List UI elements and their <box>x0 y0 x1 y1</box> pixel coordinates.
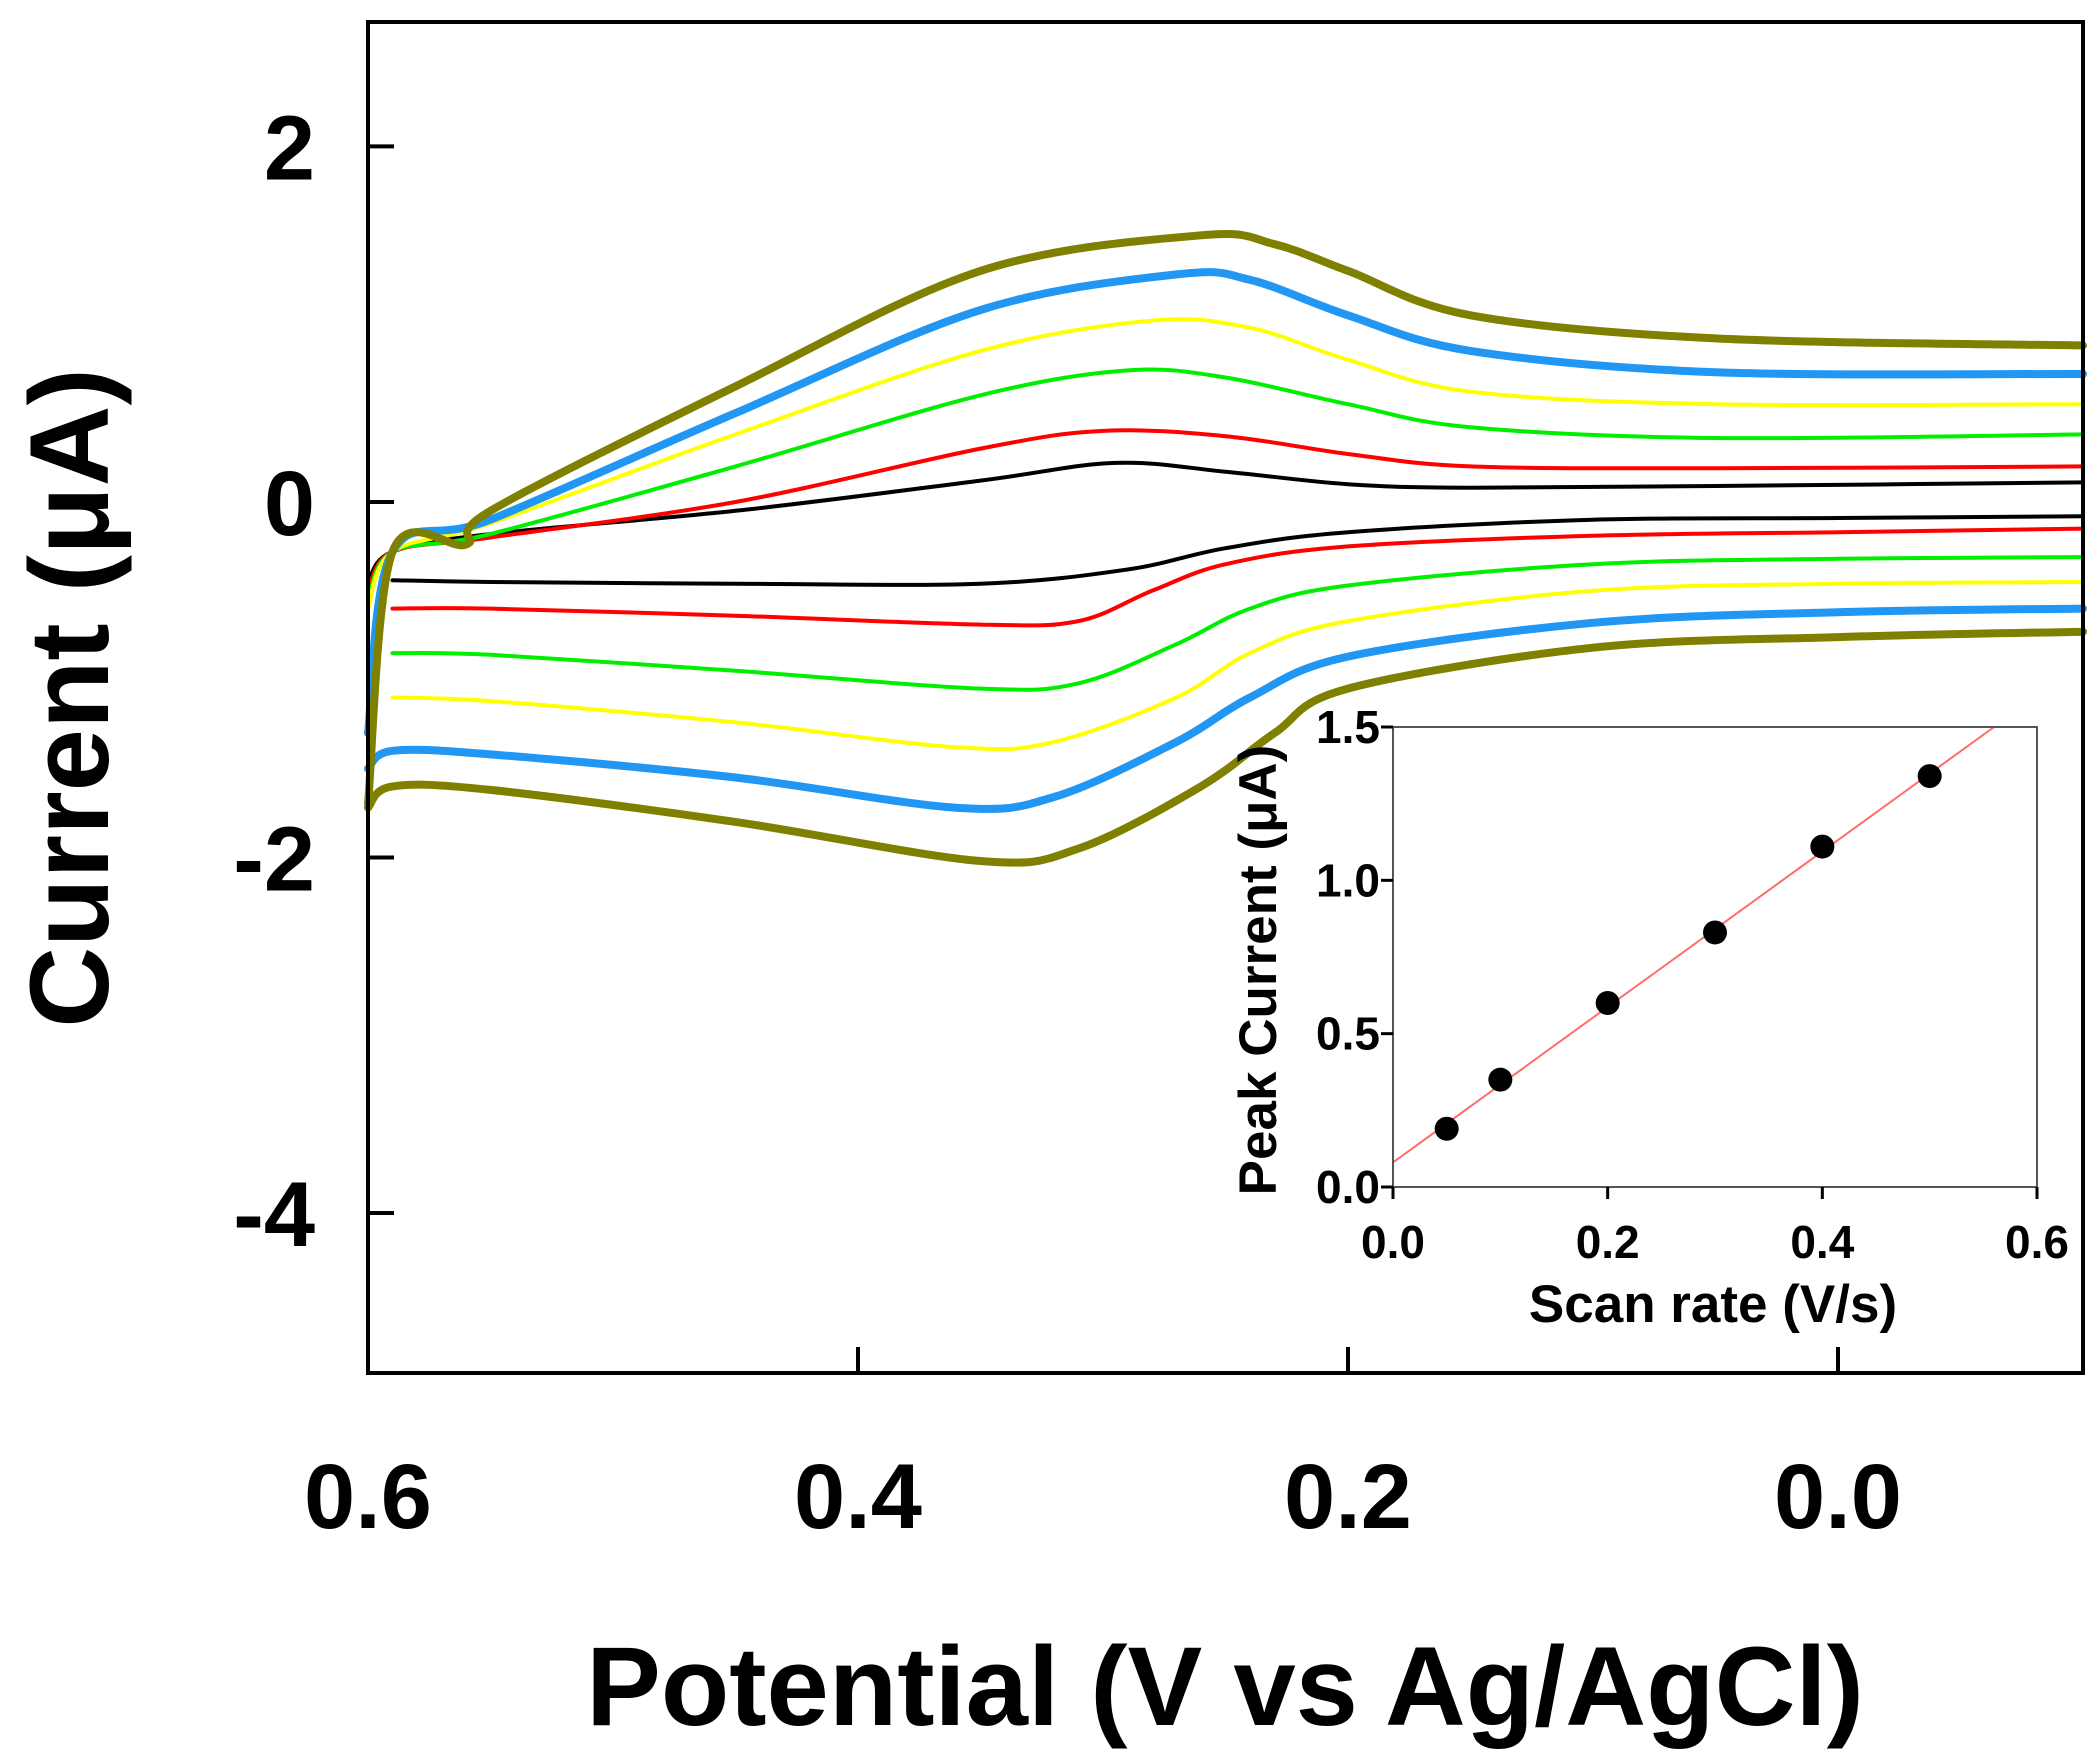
inset-x-tick-label: 0.4 <box>1790 1216 1854 1268</box>
inset-x-tick-label: 0.6 <box>2005 1216 2069 1268</box>
main-x-tick-labels: 0.6 0.4 0.2 0.0 <box>304 1446 1902 1548</box>
main-x-tick-label: 0.0 <box>1774 1446 1902 1548</box>
inset-data-point <box>1488 1067 1513 1092</box>
inset-data-point <box>1703 920 1727 945</box>
main-y-axis-title: Current (μA) <box>7 368 132 1028</box>
main-y-tick-labels: 2 0 -2 -4 <box>233 97 315 1266</box>
inset-data-point <box>1434 1116 1459 1141</box>
curve-2-anodic-sweep <box>366 428 2085 593</box>
inset-data-point <box>1595 991 1620 1015</box>
curve-5-cathodic-sweep <box>364 604 2087 813</box>
inset-x-tick-labels: 0.0 0.2 0.4 0.6 <box>1361 1216 2069 1268</box>
main-y-tick-label: -2 <box>233 808 315 910</box>
curve-4-cathodic-sweep <box>390 580 2085 752</box>
inset-y-axis-title: Peak Current (μA) <box>1229 745 1288 1196</box>
main-x-tick-label: 0.4 <box>794 1446 922 1548</box>
inset-y-tick-label: 0.5 <box>1316 1008 1380 1060</box>
inset-x-axis-title: Scan rate (V/s) <box>1529 1275 1897 1334</box>
main-x-axis-title: Potential (V vs Ag/AgCl) <box>586 1624 1864 1749</box>
curve-1-cathodic-sweep <box>390 514 2085 587</box>
curve-4-anodic-sweep <box>366 317 2085 611</box>
inset-background <box>1393 727 2037 1187</box>
inset-data-point <box>1917 764 1942 789</box>
inset-y-tick-label: 1.0 <box>1316 854 1380 906</box>
inset-y-tick-label: 0.0 <box>1316 1161 1380 1213</box>
main-y-tick-label: 0 <box>264 453 315 555</box>
inset-fit-group <box>1392 726 1995 1164</box>
main-plot-frame <box>366 20 2085 1375</box>
curve-6-anodic-sweep <box>364 229 2087 809</box>
inset-data-point <box>1810 834 1835 859</box>
main-plot: 0.6 0.4 0.2 0.0 2 0 -2 -4 Potential (V vs Ag/A… <box>7 20 2087 1749</box>
inset-y-tick-labels: 0.0 0.5 1.0 1.5 <box>1316 701 1380 1213</box>
curve-1-anodic-sweep <box>366 460 2085 584</box>
inset-ticks <box>1381 725 2039 1199</box>
main-x-tick-label: 0.2 <box>1284 1446 1412 1548</box>
main-y-tick-label: 2 <box>264 97 315 199</box>
main-ticks <box>366 144 1840 1373</box>
curve-3-cathodic-sweep <box>390 555 2085 692</box>
main-curves <box>364 229 2087 867</box>
main-y-tick-label: -4 <box>233 1164 315 1266</box>
curve-2-cathodic-sweep <box>390 526 2085 628</box>
main-x-tick-label: 0.6 <box>304 1446 432 1548</box>
inset-x-tick-label: 0.0 <box>1361 1216 1425 1268</box>
inset-y-tick-label: 1.5 <box>1316 701 1380 753</box>
inset-plot: 0.0 0.2 0.4 0.6 0.0 0.5 1.0 1.5 Scan rate (V/s… <box>1229 701 2069 1334</box>
inset-x-tick-label: 0.2 <box>1576 1216 1640 1268</box>
inset-points <box>1434 764 1942 1141</box>
curve-6-cathodic-sweep <box>364 627 2087 867</box>
inset-fit-line <box>1392 726 1995 1164</box>
inset-plot-frame <box>1392 726 2038 1188</box>
curve-3-anodic-sweep <box>366 367 2085 602</box>
